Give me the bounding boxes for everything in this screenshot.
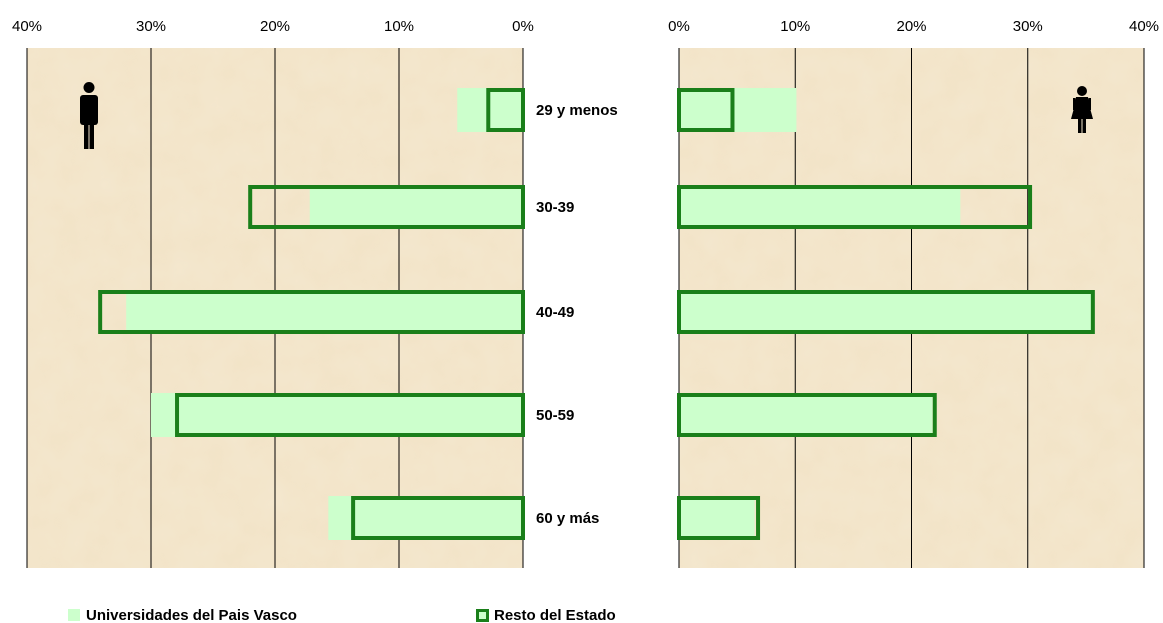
left-panel: 0% 10% 20% 30% 40%	[12, 18, 534, 568]
right-tick-label: 20%	[896, 18, 926, 35]
left-tick-labels: 0% 10% 20% 30% 40%	[12, 18, 534, 35]
right-tick-label: 30%	[1013, 18, 1043, 35]
right-bar-universidades	[679, 496, 755, 540]
legend: Universidades del Pais Vasco Resto del E…	[68, 607, 616, 623]
legend-swatch-filled	[68, 609, 80, 621]
left-tick-label: 40%	[12, 18, 42, 35]
right-tick-label: 0%	[668, 18, 690, 35]
female-icon	[1071, 86, 1093, 133]
right-panel: 0% 10% 20% 30% 40%	[668, 18, 1159, 568]
category-label: 29 y menos	[536, 102, 618, 119]
right-bar-universidades	[679, 393, 933, 437]
right-bars	[677, 88, 1095, 540]
left-bar-resto	[351, 496, 525, 540]
male-icon	[80, 82, 98, 149]
left-bar-resto	[248, 185, 525, 229]
right-bar-universidades	[679, 88, 797, 132]
right-bar-resto	[677, 185, 1033, 229]
legend-label-universidades: Universidades del Pais Vasco	[86, 607, 297, 623]
left-tick-label: 20%	[260, 18, 290, 35]
legend-item-resto: Resto del Estado	[476, 607, 616, 623]
left-bar-universidades	[126, 290, 523, 334]
right-bar-universidades	[679, 290, 1092, 334]
right-bar-resto	[677, 290, 1095, 334]
right-bar-resto	[677, 496, 761, 540]
right-bar-universidades	[679, 185, 961, 229]
right-bar-resto	[677, 88, 735, 132]
category-labels: 29 y menos 30-39 40-49 50-59 60 y más	[536, 102, 618, 527]
left-bar-resto	[175, 393, 525, 437]
right-bar-resto	[677, 393, 937, 437]
right-tick-label: 10%	[780, 18, 810, 35]
category-label: 50-59	[536, 407, 574, 424]
left-bar-resto	[486, 88, 525, 132]
left-bar-universidades	[151, 393, 523, 437]
left-bars	[98, 88, 525, 540]
left-bar-resto	[98, 290, 525, 334]
legend-item-universidades: Universidades del Pais Vasco	[68, 607, 297, 623]
right-tick-label: 40%	[1129, 18, 1159, 35]
category-label: 60 y más	[536, 510, 599, 527]
left-tick-label: 0%	[512, 18, 534, 35]
left-bar-universidades	[328, 496, 523, 540]
right-tick-labels: 0% 10% 20% 30% 40%	[668, 18, 1159, 35]
category-label: 40-49	[536, 304, 574, 321]
left-bar-universidades	[309, 185, 523, 229]
left-tick-label: 30%	[136, 18, 166, 35]
legend-label-resto: Resto del Estado	[494, 607, 616, 623]
category-label: 30-39	[536, 199, 574, 216]
legend-swatch-outline	[476, 609, 489, 622]
left-tick-label: 10%	[384, 18, 414, 35]
